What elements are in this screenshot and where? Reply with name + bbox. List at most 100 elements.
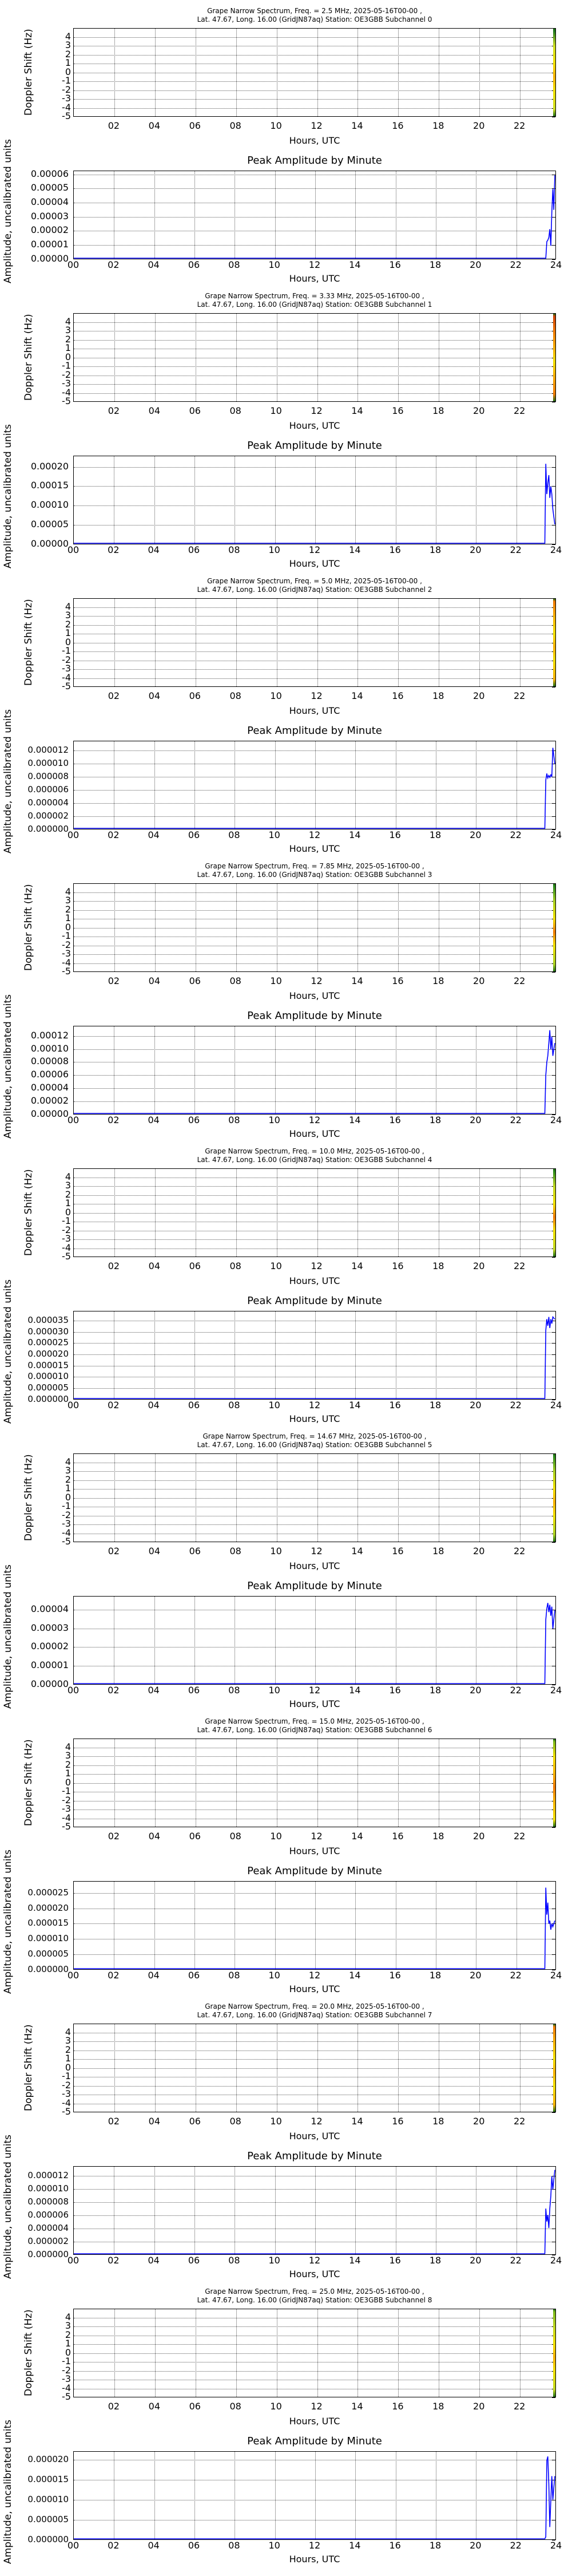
grid-line bbox=[74, 1049, 555, 1050]
grid-line bbox=[74, 1101, 555, 1102]
y-tick-label: 1 bbox=[65, 342, 71, 353]
x-tick-label: 08 bbox=[228, 1685, 240, 1696]
y-tick bbox=[552, 1332, 555, 1333]
x-tick-label: 22 bbox=[510, 2540, 522, 2551]
y-tick bbox=[552, 467, 555, 468]
x-tick-label: 02 bbox=[108, 1685, 120, 1696]
y-tick-label: -1 bbox=[62, 360, 71, 371]
spectrum-subtitle: Lat. 47.67, Long. 16.00 (GridJN87aq) Sta… bbox=[197, 301, 432, 309]
x-tick-label: 04 bbox=[148, 1546, 161, 1556]
grid-line bbox=[74, 1239, 555, 1240]
y-tick bbox=[552, 259, 555, 260]
spectrum-title: Grape Narrow Spectrum, Freq. = 15.0 MHz,… bbox=[205, 1717, 424, 1725]
x-tick-label: 18 bbox=[429, 2540, 442, 2551]
x-tick-label: 22 bbox=[513, 2401, 526, 2412]
amplitude-x-axis-label: Hours, UTC bbox=[289, 2554, 340, 2565]
y-tick-label: 0.000002 bbox=[27, 810, 69, 821]
grid-line bbox=[74, 1388, 555, 1389]
grid-line bbox=[154, 1597, 155, 1684]
x-tick-label: 02 bbox=[108, 2116, 120, 2127]
x-tick-label: 00 bbox=[67, 2540, 80, 2551]
x-tick-label: 02 bbox=[108, 2540, 120, 2551]
grid-line bbox=[74, 81, 555, 82]
y-tick bbox=[552, 750, 555, 751]
amplitude-trace bbox=[74, 464, 555, 544]
grid-line bbox=[74, 954, 555, 955]
x-tick-label: 24 bbox=[550, 1400, 562, 1411]
x-tick-label: 06 bbox=[189, 2116, 201, 2127]
x-tick-label: 00 bbox=[67, 829, 80, 840]
grid-line bbox=[154, 2452, 155, 2539]
y-tick bbox=[552, 687, 555, 688]
x-tick-label: 02 bbox=[108, 1970, 120, 1981]
x-tick-label: 06 bbox=[189, 120, 201, 131]
y-tick-label: 0 bbox=[65, 351, 71, 362]
x-tick-label: 10 bbox=[268, 1400, 280, 1411]
amplitude-y-axis-label: Amplitude, uncalibrated units bbox=[2, 709, 14, 854]
y-tick-label: -2 bbox=[62, 2079, 71, 2091]
grid-line bbox=[194, 2452, 195, 2539]
y-tick-label: 0.00010 bbox=[30, 1042, 69, 1054]
x-tick-label: 22 bbox=[510, 2255, 522, 2266]
grid-line bbox=[74, 2202, 555, 2203]
x-tick-label: 24 bbox=[550, 1685, 562, 1696]
y-tick-label: -4 bbox=[62, 2097, 71, 2108]
x-tick-label: 14 bbox=[351, 975, 363, 986]
amplitude-trace bbox=[74, 748, 555, 829]
spectrum-subtitle: Lat. 47.67, Long. 16.00 (GridJN87aq) Sta… bbox=[197, 1156, 432, 1164]
x-tick-label: 00 bbox=[67, 1970, 80, 1981]
x-tick-label: 08 bbox=[229, 120, 241, 131]
x-tick-label: 10 bbox=[268, 1970, 280, 1981]
y-tick-label: 0.00000 bbox=[30, 538, 69, 549]
y-tick-label: 0.000006 bbox=[27, 2209, 69, 2220]
x-tick-label: 16 bbox=[392, 120, 404, 131]
plot-pair-subchannel-5: Grape Narrow Spectrum, Freq. = 14.67 MHz… bbox=[0, 1425, 572, 1710]
y-tick-label: 3 bbox=[65, 325, 71, 335]
x-tick-label: 18 bbox=[432, 2401, 444, 2412]
grid-line bbox=[275, 1026, 276, 1114]
x-tick-label: 22 bbox=[513, 690, 526, 701]
x-tick-label: 08 bbox=[228, 1970, 240, 1981]
spectrum-x-axis-label: Hours, UTC bbox=[289, 1275, 340, 1286]
grid-line bbox=[315, 741, 316, 829]
y-tick-label: 1 bbox=[65, 1768, 71, 1779]
x-tick-label: 16 bbox=[392, 1831, 404, 1842]
doppler-heatmap-strip bbox=[553, 1169, 555, 1257]
y-tick-label: 2 bbox=[65, 2329, 71, 2340]
y-tick-label: 0 bbox=[65, 1206, 71, 1218]
x-tick-label: 02 bbox=[108, 259, 120, 270]
grid-line bbox=[74, 2326, 555, 2327]
grid-line bbox=[194, 1311, 195, 1399]
x-tick-label: 20 bbox=[470, 1400, 482, 1411]
y-tick-label: 0.00001 bbox=[30, 238, 69, 250]
y-tick-label: 0.00020 bbox=[30, 460, 69, 472]
x-tick-label: 06 bbox=[188, 829, 200, 840]
y-tick-label: 0.000000 bbox=[27, 823, 69, 834]
x-tick-label: 10 bbox=[268, 544, 280, 555]
grid-line bbox=[275, 2452, 276, 2539]
grid-line bbox=[74, 1774, 555, 1775]
amplitude-trace bbox=[74, 1603, 555, 1684]
x-tick-label: 24 bbox=[550, 2540, 562, 2551]
y-tick bbox=[552, 1257, 555, 1258]
x-tick-label: 14 bbox=[349, 1400, 361, 1411]
grid-line bbox=[315, 1882, 316, 1969]
y-tick-label: 2 bbox=[65, 1188, 71, 1200]
grid-line bbox=[275, 1597, 276, 1684]
x-tick-label: 10 bbox=[268, 259, 280, 270]
x-tick-label: 10 bbox=[270, 690, 282, 701]
x-tick-label: 20 bbox=[470, 1970, 482, 1981]
grid-line bbox=[275, 1882, 276, 1969]
x-tick-label: 12 bbox=[308, 1115, 321, 1125]
x-tick-label: 04 bbox=[148, 2401, 161, 2412]
x-tick-label: 04 bbox=[148, 1831, 161, 1842]
grid-line bbox=[74, 2188, 555, 2190]
grid-line bbox=[74, 669, 555, 670]
x-tick-label: 16 bbox=[389, 1115, 401, 1125]
y-tick bbox=[552, 188, 555, 189]
doppler-heatmap-strip bbox=[553, 29, 555, 116]
amplitude-x-axis-label: Hours, UTC bbox=[289, 1128, 340, 1139]
x-tick-label: 24 bbox=[550, 1970, 562, 1981]
y-tick-label: 0.00001 bbox=[30, 1659, 69, 1670]
grid-line bbox=[74, 910, 555, 911]
